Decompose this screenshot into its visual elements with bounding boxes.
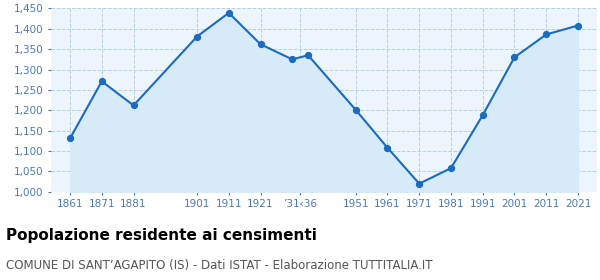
Point [351, 108, 361, 112]
Point [541, 32, 551, 37]
Point [304, 53, 313, 57]
Point [65, 136, 75, 141]
Point [192, 34, 202, 39]
Text: Popolazione residente ai censimenti: Popolazione residente ai censimenti [6, 228, 317, 243]
Point [97, 79, 107, 84]
Point [224, 11, 233, 15]
Point [478, 113, 488, 117]
Point [287, 57, 297, 62]
Text: COMUNE DI SANT’AGAPITO (IS) - Dati ISTAT - Elaborazione TUTTITALIA.IT: COMUNE DI SANT’AGAPITO (IS) - Dati ISTAT… [6, 259, 433, 272]
Point [509, 55, 519, 60]
Point [383, 146, 392, 150]
Point [256, 42, 265, 46]
Point [446, 166, 456, 171]
Point [573, 23, 583, 28]
Point [415, 181, 424, 186]
Point [129, 103, 139, 108]
